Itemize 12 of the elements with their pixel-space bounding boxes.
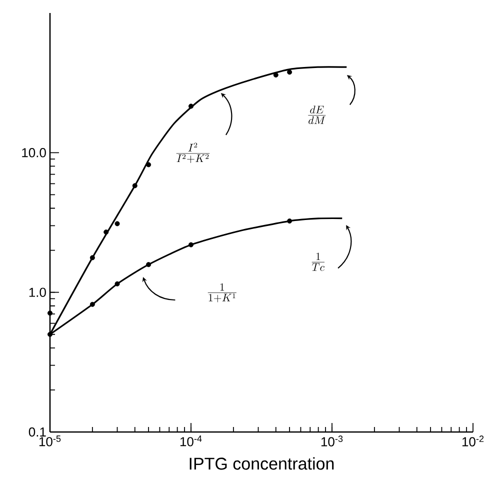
annotation: $\frac{1}{Tc}$ (312, 252, 325, 271)
y-tick-label: 1.0 (29, 288, 46, 297)
x-tick-label: 10$^{-3}$ (321, 436, 343, 446)
y-tick-label: 10.0 (22, 148, 46, 158)
x-tick-label: 10$^{-5}$ (39, 436, 61, 446)
annotation: $\frac{I^2}{I^2+K^2}$ (176, 142, 210, 163)
annotation: $\frac{dE}{dM}$ (308, 106, 326, 124)
x-tick-label: 10$^{-2}$ (462, 436, 484, 446)
y-tick-label: 0.1 (28, 427, 46, 437)
x-axis-title: IPTG concentration (190, 457, 334, 470)
x-tick-label: 10$^{-4}$ (180, 436, 202, 446)
annotation: $\frac{1}{1+K^1}$ (208, 283, 236, 302)
